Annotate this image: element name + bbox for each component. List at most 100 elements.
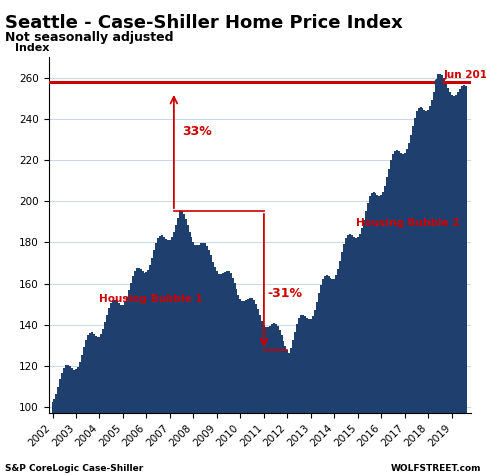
Bar: [240, 299, 242, 475]
Bar: [53, 399, 55, 475]
Bar: [175, 226, 177, 475]
Bar: [243, 301, 245, 475]
Bar: [347, 235, 349, 475]
Bar: [288, 353, 290, 475]
Bar: [67, 364, 69, 475]
Bar: [373, 192, 375, 475]
Bar: [120, 305, 122, 475]
Bar: [238, 294, 240, 475]
Bar: [151, 258, 153, 475]
Bar: [143, 273, 145, 475]
Bar: [145, 272, 147, 475]
Bar: [406, 149, 408, 475]
Bar: [87, 335, 89, 475]
Bar: [73, 370, 75, 475]
Bar: [200, 243, 202, 475]
Text: -31%: -31%: [268, 287, 303, 300]
Bar: [110, 303, 112, 475]
Bar: [173, 232, 175, 475]
Bar: [122, 304, 124, 475]
Bar: [402, 153, 404, 475]
Bar: [99, 337, 101, 475]
Bar: [255, 304, 257, 475]
Bar: [363, 219, 364, 475]
Bar: [271, 324, 273, 475]
Bar: [459, 89, 461, 475]
Bar: [280, 335, 282, 475]
Bar: [112, 300, 114, 475]
Bar: [63, 368, 65, 475]
Bar: [194, 245, 196, 475]
Bar: [330, 278, 331, 475]
Bar: [183, 214, 185, 475]
Bar: [249, 297, 251, 475]
Bar: [191, 238, 192, 475]
Bar: [218, 274, 220, 475]
Bar: [302, 314, 304, 475]
Bar: [269, 326, 271, 475]
Bar: [196, 245, 198, 475]
Bar: [423, 110, 425, 475]
Bar: [284, 346, 286, 475]
Bar: [114, 300, 116, 475]
Bar: [242, 301, 243, 475]
Bar: [130, 283, 132, 475]
Bar: [463, 85, 465, 475]
Bar: [161, 235, 163, 475]
Bar: [251, 298, 253, 475]
Text: S&P CoreLogic Case-Shiller: S&P CoreLogic Case-Shiller: [5, 464, 143, 473]
Bar: [128, 290, 130, 475]
Bar: [465, 86, 467, 475]
Bar: [198, 245, 200, 475]
Bar: [349, 234, 351, 475]
Bar: [335, 275, 337, 475]
Bar: [308, 319, 310, 475]
Bar: [104, 323, 106, 475]
Bar: [314, 310, 316, 475]
Bar: [116, 302, 118, 475]
Bar: [247, 299, 249, 475]
Text: Jun 2018: Jun 2018: [444, 70, 486, 80]
Bar: [296, 324, 298, 475]
Bar: [181, 210, 183, 475]
Bar: [419, 107, 421, 475]
Bar: [261, 321, 263, 475]
Bar: [441, 75, 443, 475]
Bar: [89, 332, 91, 475]
Bar: [337, 269, 339, 475]
Bar: [187, 225, 189, 475]
Bar: [306, 318, 308, 475]
Bar: [91, 332, 93, 475]
Bar: [167, 240, 169, 475]
Bar: [275, 323, 277, 475]
Text: Housing Bubble 2: Housing Bubble 2: [356, 218, 460, 228]
Bar: [339, 261, 341, 475]
Bar: [224, 272, 226, 475]
Bar: [361, 228, 363, 475]
Bar: [216, 271, 218, 475]
Bar: [304, 316, 306, 475]
Bar: [179, 211, 181, 475]
Bar: [425, 111, 427, 475]
Bar: [81, 355, 83, 475]
Bar: [377, 195, 379, 475]
Bar: [65, 365, 67, 475]
Bar: [202, 243, 204, 475]
Bar: [169, 240, 171, 475]
Bar: [232, 277, 234, 475]
Bar: [324, 276, 326, 475]
Bar: [404, 152, 406, 475]
Bar: [364, 211, 367, 475]
Bar: [328, 276, 330, 475]
Bar: [85, 340, 87, 475]
Bar: [437, 75, 439, 475]
Bar: [394, 151, 396, 475]
Bar: [294, 332, 296, 475]
Bar: [263, 325, 265, 475]
Bar: [132, 276, 134, 475]
Bar: [253, 300, 255, 475]
Text: WOLFSTREET.com: WOLFSTREET.com: [391, 464, 481, 473]
Bar: [455, 95, 457, 475]
Bar: [345, 238, 347, 475]
Bar: [341, 252, 343, 475]
